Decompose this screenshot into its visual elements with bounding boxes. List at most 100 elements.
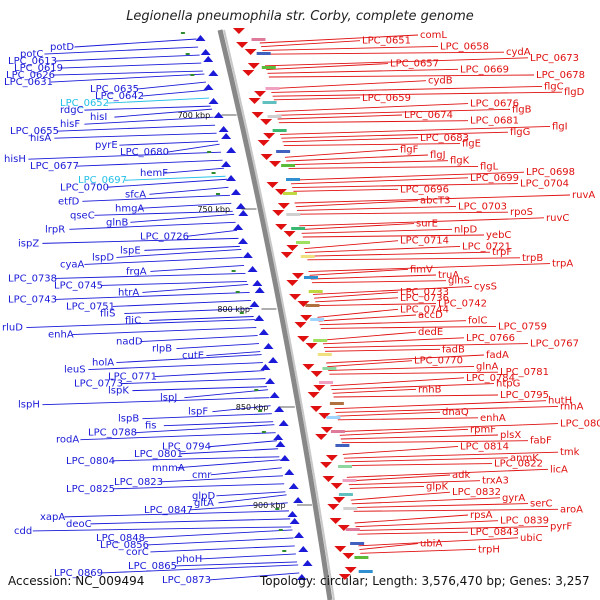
connector-line (142, 284, 249, 293)
feature-block (251, 38, 266, 41)
gene-label-fabF: fabF (530, 436, 552, 447)
gene-label-folC: folC (468, 316, 487, 327)
connector-line (124, 175, 226, 181)
plus-strand-arrow (275, 224, 288, 230)
connector-line (294, 194, 571, 204)
map-title: Legionella pneumophila str. Corby, compl… (126, 9, 474, 24)
connector-line (154, 370, 265, 378)
gene-label-comL: comL (420, 30, 447, 41)
connector-line (54, 272, 246, 279)
scale-label: 850 kbp (236, 403, 269, 412)
gene-label-glpK: glpK (426, 481, 448, 492)
minus-strand-arrow (263, 343, 274, 349)
plus-strand-arrow (302, 364, 315, 370)
gene-label-LPC_0669: LPC_0669 (460, 64, 509, 75)
tick-mark (282, 550, 287, 552)
minus-strand-arrow (258, 329, 269, 335)
plus-strand-arrow (325, 455, 338, 461)
scale-label: 900 kbp (253, 501, 286, 510)
connector-line (347, 474, 451, 482)
gene-label-aroA: aroA (560, 504, 583, 515)
gene-label-nlpD: nlpD (454, 224, 477, 235)
gene-label-LPC_0699: LPC_0699 (470, 173, 519, 184)
scale-marks: 700 kbp 750 kbp 800 kbp 850 kbp 900 kbp (178, 111, 312, 510)
feature-block (295, 241, 310, 244)
plus-strand-arrow (269, 161, 282, 167)
feature-block (335, 444, 350, 447)
gene-label-nadD: nadD (116, 337, 143, 348)
gene-label-corC: corC (126, 547, 149, 558)
connector-line (163, 421, 274, 427)
gene-label-truA: truA (438, 270, 459, 281)
feature-block (313, 339, 328, 342)
gene-label-LPC_0659: LPC_0659 (362, 93, 411, 104)
gene-label-deoC: deoC (66, 519, 92, 530)
connector-line (273, 97, 361, 101)
connector-line (272, 91, 563, 97)
feature-block (262, 101, 277, 104)
minus-strand-arrow (195, 35, 206, 41)
connector-line (112, 483, 285, 490)
minus-strand-arrow (203, 56, 214, 62)
connector-line (329, 371, 499, 375)
feature-block (308, 290, 323, 293)
plus-strand-arrow (338, 574, 351, 580)
connector-line (64, 510, 289, 518)
plus-strand-arrow (236, 42, 249, 48)
plus-strand-arrow (232, 28, 245, 34)
gene-label-lspJ: lspJ (160, 393, 177, 404)
connector-line (144, 245, 240, 251)
gene-label-trpF: trpF (492, 247, 512, 258)
gene-label-flgL: flgL (480, 161, 499, 172)
connector-line (208, 440, 277, 448)
gene-label-LPC_0680: LPC_0680 (120, 147, 169, 158)
connector-line (80, 432, 276, 441)
gene-label-LPC_0683: LPC_0683 (420, 133, 469, 144)
connector-line (52, 70, 203, 76)
connector-line (106, 178, 227, 188)
gene-label-lspE: lspE (120, 245, 141, 256)
gene-label-LPC_0651: LPC_0651 (362, 36, 411, 47)
gene-label-htrA: htrA (118, 287, 139, 298)
connector-line (208, 572, 300, 581)
connector-line (42, 237, 239, 244)
connector-line (336, 411, 441, 417)
connector-line (124, 308, 253, 314)
gene-label-LPC_0631: LPC_0631 (4, 77, 53, 88)
minus-strand-arrow (221, 133, 232, 139)
gene-label-LPC_0698: LPC_0698 (526, 167, 575, 178)
tick-mark (180, 32, 185, 34)
connector-line (296, 205, 457, 211)
connector-line (316, 303, 437, 307)
plus-strand-arrow (248, 98, 261, 104)
gene-label-potC: potC (20, 49, 43, 60)
gene-label-rlpB: rlpB (152, 344, 172, 355)
plus-strand-arrow (310, 371, 323, 377)
connector-line (74, 38, 197, 48)
connector-line (307, 257, 521, 261)
connector-line (26, 319, 255, 328)
connector-line (141, 89, 208, 97)
connector-line (354, 514, 469, 524)
gene-label-LPC_0771: LPC_0771 (108, 372, 157, 383)
gene-label-serC: serC (530, 499, 552, 510)
connector-line (344, 457, 509, 463)
gene-label-LPC_0678: LPC_0678 (536, 70, 585, 81)
minus-strand-arrow (269, 392, 280, 398)
feature-block (345, 528, 360, 531)
gene-label-glnA: glnA (476, 361, 498, 372)
gene-label-fliC: fliC (125, 316, 141, 327)
connector-line (132, 386, 267, 392)
connector-line (305, 245, 461, 253)
connector-line (166, 143, 220, 153)
connector-line (69, 221, 236, 230)
feature-block (358, 570, 373, 573)
connector-line (116, 354, 262, 364)
gene-label-LPC_0773: LPC_0773 (74, 379, 123, 390)
minus-strand-arrow (284, 469, 295, 475)
tick-mark (185, 53, 190, 55)
minus-strand-arrow (221, 161, 232, 167)
plus-strand-arrow (274, 189, 287, 195)
plus-strand-arrow (334, 546, 347, 552)
gene-label-glnS: glnS (448, 276, 470, 287)
